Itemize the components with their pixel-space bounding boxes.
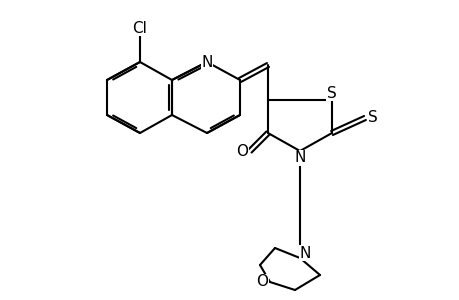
Text: O: O bbox=[256, 274, 268, 290]
Text: S: S bbox=[367, 110, 377, 125]
Text: Cl: Cl bbox=[132, 20, 147, 35]
Text: S: S bbox=[326, 85, 336, 100]
Text: N: N bbox=[201, 55, 212, 70]
Text: N: N bbox=[299, 245, 310, 260]
Text: N: N bbox=[294, 151, 305, 166]
Text: O: O bbox=[235, 143, 247, 158]
